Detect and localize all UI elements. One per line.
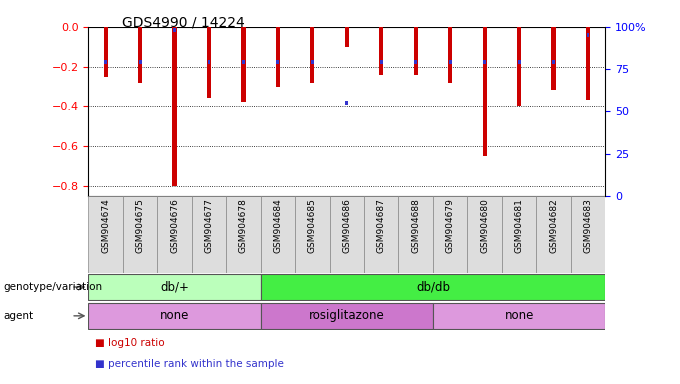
Text: none: none [160, 310, 189, 322]
Bar [448, 27, 452, 83]
FancyBboxPatch shape [364, 196, 398, 273]
Text: GSM904676: GSM904676 [170, 198, 179, 253]
Bar [552, 60, 555, 64]
FancyBboxPatch shape [226, 196, 260, 273]
Bar [586, 27, 590, 101]
Text: GSM904683: GSM904683 [583, 198, 592, 253]
Bar [207, 27, 211, 98]
Bar [310, 27, 314, 83]
Bar [380, 60, 383, 64]
Text: GSM904684: GSM904684 [273, 198, 282, 253]
Text: GSM904681: GSM904681 [515, 198, 524, 253]
Text: GSM904674: GSM904674 [101, 198, 110, 253]
Bar [379, 27, 384, 74]
Text: GSM904686: GSM904686 [342, 198, 352, 253]
Text: rosiglitazone: rosiglitazone [309, 310, 385, 322]
Text: db/+: db/+ [160, 281, 189, 293]
FancyBboxPatch shape [433, 196, 467, 273]
Text: none: none [505, 310, 534, 322]
Bar [241, 27, 245, 103]
Bar [277, 60, 279, 64]
Text: genotype/variation: genotype/variation [3, 282, 103, 292]
FancyBboxPatch shape [502, 196, 537, 273]
Bar [103, 27, 107, 76]
FancyBboxPatch shape [571, 196, 605, 273]
FancyBboxPatch shape [467, 196, 502, 273]
FancyBboxPatch shape [260, 196, 295, 273]
Bar [345, 27, 349, 47]
FancyBboxPatch shape [433, 303, 605, 329]
Bar [139, 60, 141, 64]
Text: ■ log10 ratio: ■ log10 ratio [95, 338, 165, 348]
FancyBboxPatch shape [295, 196, 330, 273]
Bar [413, 27, 418, 74]
Bar [138, 27, 142, 83]
Bar [104, 60, 107, 64]
Bar [173, 27, 177, 186]
Bar [483, 60, 486, 64]
FancyBboxPatch shape [260, 274, 605, 300]
Text: GSM904680: GSM904680 [480, 198, 489, 253]
FancyBboxPatch shape [537, 196, 571, 273]
Bar [449, 60, 452, 64]
FancyBboxPatch shape [123, 196, 157, 273]
FancyBboxPatch shape [88, 274, 260, 300]
Bar [345, 101, 348, 105]
Text: GSM904677: GSM904677 [205, 198, 214, 253]
Text: GDS4990 / 14224: GDS4990 / 14224 [122, 15, 245, 29]
Bar [483, 27, 487, 156]
Text: agent: agent [3, 311, 33, 321]
Bar [587, 33, 590, 36]
Bar [311, 60, 313, 64]
FancyBboxPatch shape [157, 196, 192, 273]
Text: GSM904675: GSM904675 [135, 198, 145, 253]
Bar [173, 28, 176, 32]
FancyBboxPatch shape [88, 196, 123, 273]
Text: ■ percentile rank within the sample: ■ percentile rank within the sample [95, 359, 284, 369]
FancyBboxPatch shape [88, 303, 260, 329]
Bar [551, 27, 556, 91]
Bar [276, 27, 280, 86]
Bar [517, 27, 521, 106]
FancyBboxPatch shape [192, 196, 226, 273]
Text: GSM904688: GSM904688 [411, 198, 420, 253]
Bar [517, 60, 520, 64]
Text: GSM904682: GSM904682 [549, 198, 558, 253]
Bar [414, 60, 417, 64]
Bar [242, 60, 245, 64]
Text: GSM904679: GSM904679 [445, 198, 455, 253]
FancyBboxPatch shape [398, 196, 433, 273]
FancyBboxPatch shape [260, 303, 433, 329]
Bar [207, 60, 210, 64]
Text: GSM904678: GSM904678 [239, 198, 248, 253]
FancyBboxPatch shape [330, 196, 364, 273]
Text: db/db: db/db [416, 281, 450, 293]
Text: GSM904687: GSM904687 [377, 198, 386, 253]
Text: GSM904685: GSM904685 [308, 198, 317, 253]
